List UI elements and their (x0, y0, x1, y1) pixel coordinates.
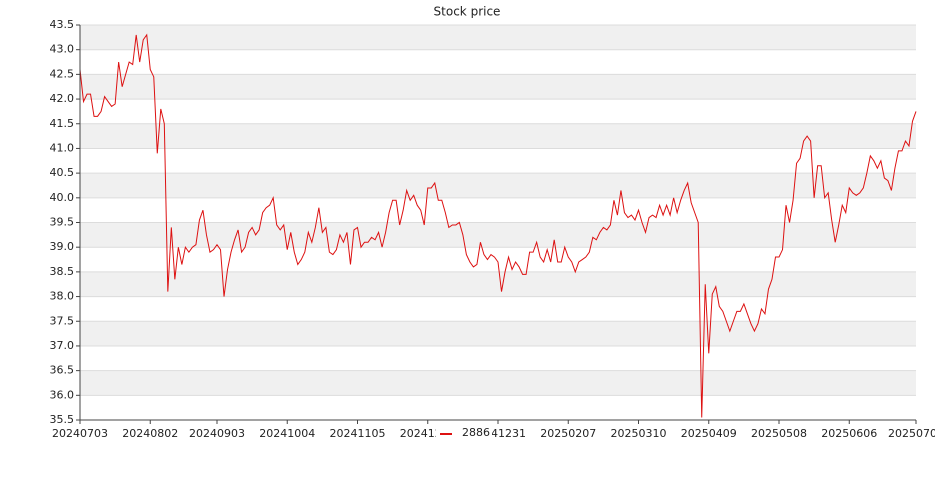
y-tick-label: 43.5 (50, 18, 75, 31)
grid-band (80, 321, 916, 346)
x-tick-label: 20250409 (681, 427, 737, 440)
x-tick-label: 20250508 (751, 427, 807, 440)
legend-background (436, 425, 492, 441)
y-tick-label: 39.0 (50, 240, 75, 253)
y-tick-label: 38.0 (50, 290, 75, 303)
y-tick-label: 42.0 (50, 92, 75, 105)
chart-title: Stock price (434, 5, 501, 19)
y-tick-label: 36.5 (50, 364, 75, 377)
x-tick-label: 20241105 (329, 427, 385, 440)
grid-band (80, 271, 916, 297)
y-tick-label: 37.5 (50, 314, 75, 327)
y-tick-label: 40.0 (50, 191, 75, 204)
y-tick-label: 38.5 (50, 265, 75, 278)
x-tick-label: 20250207 (540, 427, 596, 440)
y-tick-label: 40.5 (50, 166, 75, 179)
x-tick-label: 20250606 (821, 427, 877, 440)
y-tick-label: 41.5 (50, 117, 75, 130)
y-tick-label: 41.0 (50, 141, 75, 154)
grid-band (80, 123, 916, 149)
grid-band (80, 25, 916, 50)
grid-band (80, 74, 916, 100)
y-tick-label: 39.5 (50, 216, 75, 229)
x-tick-label: 20250310 (611, 427, 667, 440)
x-tick-label: 20240903 (189, 427, 245, 440)
grid-band (80, 222, 916, 248)
x-tick-label: 20241004 (259, 427, 315, 440)
y-tick-label: 35.5 (50, 413, 75, 426)
grid-band (80, 370, 916, 396)
x-tick-label: 20250703 (888, 427, 935, 440)
y-tick-label: 37.0 (50, 339, 75, 352)
line-series (79, 33, 917, 418)
x-tick-label: 20240802 (122, 427, 178, 440)
grid-band (80, 173, 916, 198)
y-tick-label: 36.0 (50, 388, 75, 401)
legend-label: 2886 (462, 426, 490, 439)
y-tick-label: 43.0 (50, 43, 75, 56)
x-tick-label: 20240703 (52, 427, 108, 440)
y-tick-label: 42.5 (50, 67, 75, 80)
